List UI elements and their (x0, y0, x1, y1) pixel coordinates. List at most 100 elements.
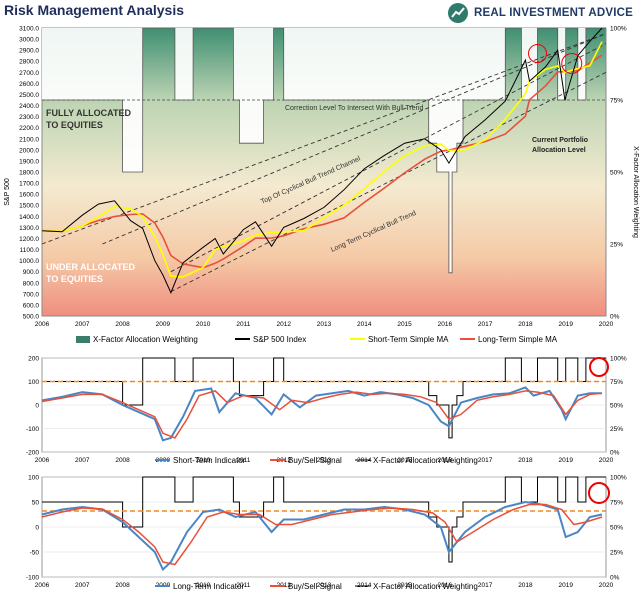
x-tick-label: 2017 (478, 457, 493, 464)
x-tick-label: 2006 (35, 321, 50, 328)
x-tick-label: 2008 (115, 582, 130, 589)
x-tick-label: 2019 (558, 321, 573, 328)
annotation-current-allocation-1: Current Portfolio (532, 137, 588, 144)
x-tick-label: 2016 (438, 321, 453, 328)
y-tick-label: 1600.0 (19, 192, 39, 199)
logo-text: REAL INVESTMENT ADVICE (474, 7, 634, 19)
y-tick-label: 2400.0 (19, 103, 39, 110)
x-tick-label: 2007 (75, 582, 90, 589)
y-tick-label: 2000.0 (19, 147, 39, 154)
annotation-fully-allocated-1: FULLY ALLOCATED (46, 108, 131, 118)
x-tick-label: 2012 (276, 321, 291, 328)
x-tick-label: 2018 (518, 457, 533, 464)
legend-label-indicator: Short-Term Indicator (173, 456, 246, 465)
y-tick-label: 100 (28, 379, 39, 386)
page-title: Risk Management Analysis (4, 2, 184, 18)
legend: Long-Term Indicator Buy/Sell Signal X-Fa… (155, 582, 478, 591)
y2-tick-label: 75% (610, 379, 623, 386)
legend-label-sp500: S&P 500 Index (253, 335, 306, 344)
y-tick-label: 3100.0 (19, 26, 39, 33)
legend: Short-Term Indicator Buy/Sell Signal X-F… (155, 456, 478, 465)
legend-label-signal: Buy/Sell Signal (288, 456, 342, 465)
y2-tick-label: 100% (610, 356, 627, 363)
highlight-circle (588, 482, 610, 504)
y-tick-label: 1900.0 (19, 158, 39, 165)
y-tick-label: 1500.0 (19, 203, 39, 210)
y-tick-label: 2600.0 (19, 81, 39, 88)
logo-icon (448, 3, 468, 23)
x-tick-label: 2010 (196, 582, 211, 589)
y-tick-label: 2100.0 (19, 136, 39, 143)
legend-label-signal: Buy/Sell Signal (288, 582, 342, 591)
legend: X-Factor Allocation Weighting S&P 500 In… (76, 335, 558, 344)
short-term-ma-line (41, 41, 603, 278)
buy-sell-signal-line (41, 503, 603, 566)
y2-tick-label: 50% (610, 403, 623, 410)
y2-axis-label: X-Factor Allocation Weighting (632, 146, 639, 238)
x-tick-label: 2018 (518, 582, 533, 589)
y-tick-label: 2300.0 (19, 114, 39, 121)
allocation-step-line (42, 476, 606, 563)
y-tick-label: 3000.0 (19, 37, 39, 44)
y-tick-label: 0 (35, 525, 39, 532)
x-tick-label: 2020 (599, 582, 614, 589)
annotation-under-allocated-1: UNDER ALLOCATED (46, 262, 135, 272)
y-tick-label: 200 (28, 356, 39, 363)
y2-tick-label: 100% (610, 475, 627, 482)
y-tick-label: 1400.0 (19, 214, 39, 221)
buy-sell-signal-line (41, 390, 603, 439)
brand-logo: REAL INVESTMENT ADVICE (447, 2, 633, 24)
legend-label-allocation: X-Factor Allocation Weighting (93, 335, 198, 344)
x-tick-label: 2016 (438, 457, 453, 464)
x-tick-label: 2008 (115, 457, 130, 464)
y-tick-label: 0 (35, 403, 39, 410)
y-tick-label: 2700.0 (19, 70, 39, 77)
x-tick-label: 2019 (558, 457, 573, 464)
legend-label-allocation: X-Factor Allocation Weighting (373, 456, 478, 465)
long-term-ma-line (41, 54, 603, 269)
x-tick-label: 2007 (75, 321, 90, 328)
y-tick-label: 50 (32, 500, 40, 507)
allocation-gap-area (42, 28, 606, 273)
highlight-circle (589, 357, 609, 377)
x-tick-label: 2009 (156, 321, 171, 328)
y-tick-label: -100 (26, 426, 39, 433)
x-tick-label: 2013 (317, 457, 332, 464)
y2-tick-label: 0% (610, 450, 620, 457)
top-channel-line (41, 33, 607, 245)
y-tick-label: 1700.0 (19, 181, 39, 188)
legend-label-allocation: X-Factor Allocation Weighting (373, 582, 478, 591)
x-tick-label: 2013 (317, 321, 332, 328)
x-tick-label: 2008 (115, 321, 130, 328)
allocation-step-line (42, 357, 606, 439)
y-tick-label: 1000.0 (19, 258, 39, 265)
y-tick-label: 1300.0 (19, 225, 39, 232)
mid-channel-line (170, 43, 607, 273)
x-tick-label: 2010 (196, 457, 211, 464)
y2-tick-label: 75% (610, 98, 623, 105)
annotation-correction-level: Correction Level To Intersect With Bull … (285, 105, 423, 112)
sp500-allocation-chart: 500.0 600.0 700.0 800.0 900.0 1000.0 1100.0 120… (4, 26, 639, 345)
y-tick-label: 1800.0 (19, 170, 39, 177)
legend-swatch-allocation (76, 336, 90, 343)
y2-tick-label: 25% (610, 242, 623, 249)
y-tick-label: 100 (28, 475, 39, 482)
y2-tick-label: 100% (610, 26, 627, 33)
y-tick-label: 2800.0 (19, 59, 39, 66)
y-tick-label: 2200.0 (19, 125, 39, 132)
y-tick-label: 500.0 (23, 314, 40, 321)
x-tick-label: 2016 (438, 582, 453, 589)
y-tick-label: 700.0 (23, 291, 40, 298)
sp500-line (41, 27, 603, 294)
y-tick-label: 1100.0 (20, 247, 40, 254)
x-tick-label: 2015 (397, 321, 412, 328)
y-tick-label: -200 (26, 450, 39, 457)
y-tick-label: 2500.0 (19, 92, 39, 99)
x-tick-label: 2011 (236, 321, 250, 328)
x-tick-label: 2020 (599, 457, 614, 464)
x-tick-label: 2019 (558, 582, 573, 589)
x-tick-label: 2017 (478, 321, 493, 328)
y-tick-label: -50 (30, 550, 40, 557)
y-tick-label: 2900.0 (19, 48, 39, 55)
y-tick-label: 800.0 (23, 280, 40, 287)
